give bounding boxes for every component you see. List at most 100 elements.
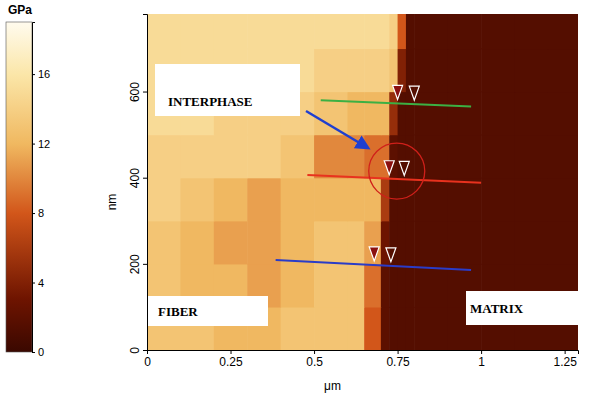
- cell: [548, 135, 578, 179]
- colorbar-tick-mark: [32, 144, 35, 145]
- cell: [214, 135, 248, 179]
- colorbar-tick: 8: [32, 207, 44, 219]
- cell: [381, 92, 390, 136]
- cell: [414, 178, 448, 222]
- cell: [281, 264, 315, 308]
- cell: [364, 48, 381, 92]
- cell: [389, 221, 398, 265]
- cursor: [399, 161, 409, 175]
- cell: [515, 135, 549, 179]
- colorbar-tick-label: 4: [38, 277, 44, 289]
- y-tick-label: 600: [128, 82, 142, 102]
- cursor: [393, 85, 403, 99]
- cell: [247, 178, 281, 222]
- cell: [414, 307, 448, 350]
- x-tick-label: 1: [478, 355, 485, 369]
- annotation-box: [466, 291, 590, 325]
- cell: [548, 92, 578, 136]
- y-tick: 0: [128, 347, 147, 354]
- cell: [381, 264, 390, 308]
- y-tick: 600: [128, 82, 147, 102]
- cursor: [384, 161, 394, 175]
- cell: [314, 14, 348, 49]
- cell: [515, 92, 549, 136]
- cell: [364, 307, 381, 350]
- cell: [481, 92, 515, 136]
- annotation: MATRIX: [470, 301, 524, 316]
- cell: [398, 307, 407, 350]
- cell: [364, 14, 381, 49]
- cell: [448, 221, 482, 265]
- cell: [314, 264, 348, 308]
- arrow: [306, 111, 368, 148]
- cell: [381, 178, 390, 222]
- cell: [406, 14, 415, 49]
- cell: [247, 14, 281, 49]
- colorbar-title: GPa: [8, 3, 32, 17]
- x-tick: 1: [478, 350, 485, 369]
- y-axis-line: [143, 15, 148, 351]
- y-tick: 200: [128, 254, 147, 274]
- x-tick: 1.25: [553, 350, 577, 369]
- cell: [314, 135, 348, 179]
- y-axis-title: nm: [105, 194, 119, 211]
- x-tick-mark: [314, 350, 315, 354]
- x-tick-label: 1.25: [553, 355, 577, 369]
- cell: [347, 307, 364, 350]
- cell: [414, 264, 448, 308]
- cell: [406, 135, 415, 179]
- cell: [314, 48, 348, 92]
- y-tick-mark: [143, 92, 147, 93]
- cell: [406, 178, 415, 222]
- cell: [481, 221, 515, 265]
- cell: [364, 264, 381, 308]
- cell: [481, 14, 515, 49]
- cell: [381, 14, 390, 49]
- annotation: FIBER: [158, 304, 198, 319]
- cursor: [409, 86, 419, 100]
- cell: [147, 14, 181, 49]
- annotations: INTERPHASEFIBERMATRIX: [148, 64, 590, 326]
- cell: [515, 14, 549, 49]
- cell: [314, 92, 348, 136]
- section-line: [276, 260, 471, 270]
- cell: [389, 14, 398, 49]
- colorbar-tick: 4: [32, 277, 44, 289]
- cell: [281, 178, 315, 222]
- annotation-box: [148, 296, 268, 326]
- colorbar-tick-label: 16: [38, 68, 50, 80]
- y-tick-mark: [143, 264, 147, 265]
- x-tick-label: 0.75: [386, 355, 410, 369]
- annotation-box: [155, 64, 300, 116]
- y-tick-mark: [143, 178, 147, 179]
- cell: [147, 221, 181, 265]
- cell: [448, 178, 482, 222]
- cell: [281, 14, 315, 49]
- cell: [180, 14, 214, 49]
- cell: [448, 92, 482, 136]
- cell: [548, 178, 578, 222]
- colorbar-tick-mark: [32, 74, 35, 75]
- cell: [314, 178, 348, 222]
- x-tick: 0.5: [306, 350, 323, 369]
- cell: [214, 178, 248, 222]
- cell: [448, 135, 482, 179]
- cell: [247, 135, 281, 179]
- cell: [281, 135, 315, 179]
- section-line: [321, 100, 471, 106]
- cell: [448, 48, 482, 92]
- cell: [347, 48, 364, 92]
- sections: [276, 85, 481, 269]
- cell: [481, 178, 515, 222]
- cell: [314, 221, 348, 265]
- cell: [347, 92, 364, 136]
- cell: [281, 307, 315, 350]
- cell: [364, 221, 381, 265]
- x-axis-title: μm: [324, 379, 341, 393]
- y-tick-label: 200: [128, 254, 142, 274]
- colorbar-tick-mark: [32, 283, 35, 284]
- cell: [548, 14, 578, 49]
- colorbar-tick: 12: [32, 138, 50, 150]
- cell: [347, 14, 364, 49]
- x-tick-label: 0.25: [219, 355, 243, 369]
